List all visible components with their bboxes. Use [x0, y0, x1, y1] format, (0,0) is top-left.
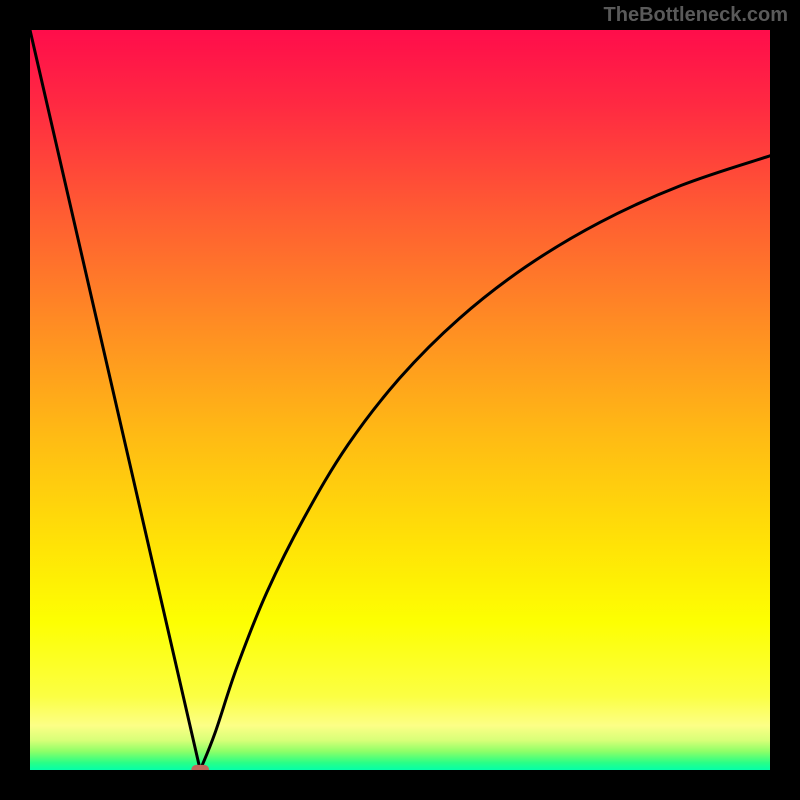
curve-left-branch [30, 30, 200, 770]
bottleneck-curve [30, 30, 770, 770]
plot-area [30, 30, 770, 770]
source-watermark: TheBottleneck.com [604, 4, 788, 27]
curve-right-branch [200, 156, 770, 770]
minimum-marker [191, 765, 209, 770]
chart-container: TheBottleneck.com [0, 0, 800, 800]
